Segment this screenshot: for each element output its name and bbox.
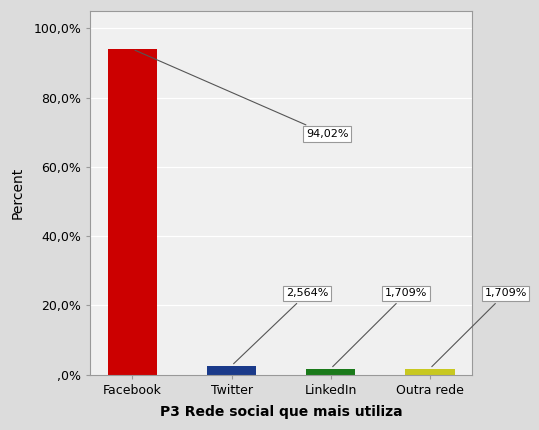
X-axis label: P3 Rede social que mais utiliza: P3 Rede social que mais utiliza xyxy=(160,405,403,419)
Bar xyxy=(405,369,454,375)
Text: 1,709%: 1,709% xyxy=(333,289,427,367)
Text: 1,709%: 1,709% xyxy=(432,289,527,367)
Text: 2,564%: 2,564% xyxy=(233,289,328,364)
Bar xyxy=(207,366,257,375)
Y-axis label: Percent: Percent xyxy=(11,167,25,219)
Bar xyxy=(108,49,157,375)
Text: 94,02%: 94,02% xyxy=(135,50,348,139)
Bar xyxy=(306,369,356,375)
